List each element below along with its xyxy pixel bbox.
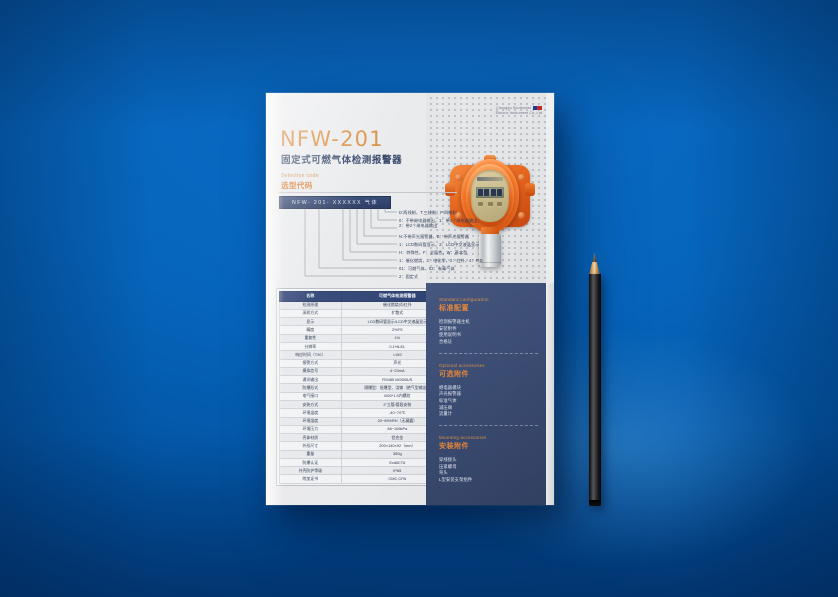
selection-code-legend: D:两线制，T:三线制，F:四线制 0：不带继电器输出，1：带1个继电器输出， … <box>279 207 483 287</box>
spec-name-cell: 附加证书 <box>278 474 343 484</box>
page-subtitle: 固定式可燃气体检测报警器 <box>281 155 403 166</box>
legend-item: N:不带声光报警器，B：带声光报警器 <box>399 233 470 239</box>
divider <box>439 352 538 355</box>
selection-code-label-cn: 选型代码 <box>281 181 313 190</box>
legend-item: 2：固定式 <box>399 273 419 279</box>
spec-name-cell: 环境温度 <box>278 408 343 418</box>
list-item: 弯头 <box>439 470 448 476</box>
accessories-section: Standard configuration 标准配置 检测报警器主机 安装附件 使用说… <box>439 297 538 346</box>
list-item: 合格证 <box>439 338 453 344</box>
flag-icon <box>533 106 542 111</box>
spec-name-cell: 重复性 <box>278 333 343 344</box>
list-item: 检测报警器主机 <box>439 319 470 324</box>
spec-name-cell: 防爆形式 <box>278 383 343 393</box>
spec-name-cell: 重量 <box>278 449 343 459</box>
spec-name-cell: 安装方式 <box>278 399 343 410</box>
spec-name-cell: 响应时间（T90） <box>278 350 343 360</box>
pencil-body <box>588 274 601 506</box>
spec-name-cell: 精度 <box>278 325 343 335</box>
spec-name-cell: 显示 <box>278 317 343 327</box>
pencil[interactable] <box>588 253 612 513</box>
section-title-en: Optional accessories <box>439 362 485 368</box>
legend-item: D:两线制，T:三线制，F:四线制 <box>399 209 457 215</box>
list-item: 流量计 <box>439 411 453 417</box>
legend-item: 1：催化燃烧，2：电化学，2：红外，4：PID <box>399 257 483 263</box>
brand-line-1: Chengdu Southwest <box>496 106 531 110</box>
pencil-lead-icon <box>592 253 597 262</box>
section-title-cn: 可选附件 <box>439 370 469 378</box>
col-header-name: 名称 <box>278 290 343 302</box>
list-item: 减压阀 <box>439 404 453 410</box>
spec-name-cell: 电气接口 <box>278 391 343 401</box>
list-item: 声光报警器 <box>439 391 461 397</box>
list-item: 压紧螺母 <box>439 463 457 469</box>
accessories-list: Standard configuration 标准配置检测报警器主机 安装附件 使用说… <box>439 297 538 486</box>
list-item: L型安装支架组件 <box>439 476 473 482</box>
spec-name-cell: 分辨率 <box>278 341 343 352</box>
spec-name-cell: 通讯输出 <box>278 375 343 385</box>
hero-right-strip <box>546 93 554 283</box>
spec-name-cell: 壳体材质 <box>278 433 343 443</box>
device-cable-gland-left <box>445 183 455 196</box>
spec-name-cell: 防爆认证 <box>278 457 343 468</box>
legend-item: 01：可燃气体，02：有毒气体 <box>399 265 455 271</box>
spec-name-cell: 外形尺寸 <box>278 441 343 451</box>
device-keypad <box>478 202 502 206</box>
page-title: NFW-201 <box>280 127 384 151</box>
legend-item: 2：带2个继电器输出 <box>399 222 438 228</box>
accessories-section: Optional accessories 可选附件 继电器模块 声光报警器 标准气体 减压… <box>439 363 538 418</box>
divider <box>439 424 538 427</box>
section-title-en: Mounting accessories <box>439 434 487 440</box>
accessories-panel: Standard configuration 标准配置检测报警器主机 安装附件 使用说… <box>426 283 546 505</box>
section-title-en: Standard configuration <box>439 297 489 302</box>
spec-name-cell: 环境湿度 <box>278 416 343 426</box>
device-cable-gland-right <box>525 183 535 196</box>
device-lcd-display <box>476 187 504 198</box>
manufacturer-brand: Chengdu Southwest Electric Instrument Co… <box>446 106 542 116</box>
divider <box>279 192 457 193</box>
spec-name-cell: 模拟信号 <box>278 366 343 377</box>
list-item: 标准气体 <box>439 397 457 403</box>
spec-name-cell: 环境压力 <box>278 424 343 435</box>
spec-name-cell: 采样方式 <box>278 308 343 319</box>
spec-name-cell: 检测原理 <box>278 300 343 310</box>
brochure-page[interactable]: Chengdu Southwest Electric Instrument Co… <box>266 93 554 505</box>
spec-name-cell: 报警方式 <box>278 358 343 368</box>
accessories-section: Mounting accessories 安装附件穿线接头 压紧螺母 弯头 L型安装支架… <box>439 435 538 484</box>
legend-item: 1：LCD数码管显示，2：LCD中文液晶显示 <box>399 241 480 247</box>
list-item: 穿线接头 <box>439 456 457 462</box>
brand-line-2: Electric Instrument Co.,Ltd <box>495 111 542 116</box>
spec-name-cell: 外壳防护等级 <box>278 466 343 476</box>
device-logo <box>477 177 503 181</box>
device-bolt <box>518 212 525 219</box>
section-title-cn: 标准配置 <box>439 305 469 312</box>
legend-item: H：特殊性，F：全面性，W：基本型 <box>399 249 468 255</box>
model-code-text: NFW- 201- XXXXXX 气体 <box>292 200 378 206</box>
section-title-cn: 安装附件 <box>439 442 469 450</box>
pencil-wood-tip <box>589 253 600 275</box>
selection-code-label-en: Selection code <box>281 173 319 179</box>
list-item: 使用说明书 <box>439 332 461 338</box>
